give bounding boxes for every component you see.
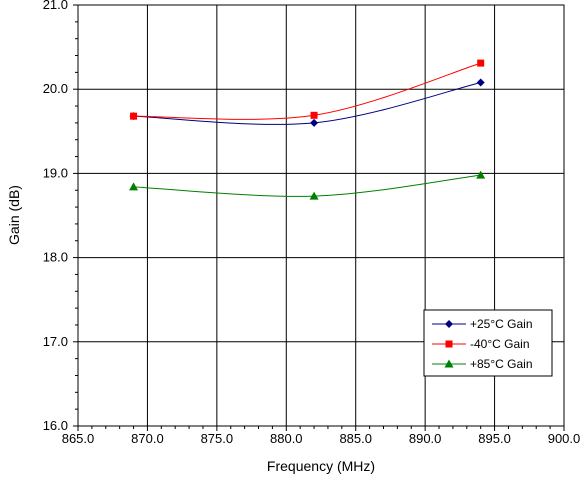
x-tick-label: 875.0: [201, 431, 234, 446]
legend-label: +25°C Gain: [470, 317, 533, 331]
y-tick-label: 19.0: [43, 165, 68, 180]
y-tick-label: 21.0: [43, 0, 68, 12]
x-tick-label: 895.0: [478, 431, 511, 446]
data-point: [310, 118, 319, 127]
y-axis-title: Gain (dB): [6, 185, 22, 245]
y-tick-label: 16.0: [43, 418, 68, 433]
series-layer: [129, 59, 486, 200]
legend-marker: [445, 340, 453, 348]
series-2: [130, 59, 485, 120]
x-axis-title: Frequency (MHz): [267, 458, 375, 474]
x-tick-label: 885.0: [339, 431, 372, 446]
x-tick-labels: 865.0 870.0 875.0 880.0 885.0 890.0 895.0 900.0: [62, 431, 581, 446]
data-point: [129, 182, 139, 191]
axis-ticks: [73, 4, 565, 431]
legend: +25°C Gain -40°C Gain +85°C Gain: [423, 309, 553, 377]
x-tick-label: 870.0: [131, 431, 164, 446]
data-point: [476, 78, 485, 87]
y-tick-label: 17.0: [43, 334, 68, 349]
legend-marker: [444, 359, 454, 368]
x-tick-label: 890.0: [409, 431, 442, 446]
legend-label: -40°C Gain: [470, 337, 530, 351]
x-tick-label: 865.0: [62, 431, 95, 446]
x-tick-label: 880.0: [270, 431, 303, 446]
legend-box: [423, 309, 553, 377]
data-point: [310, 111, 318, 119]
y-tick-label: 18.0: [43, 250, 68, 265]
x-tick-label: 900.0: [548, 431, 581, 446]
data-point: [130, 112, 138, 120]
legend-label: +85°C Gain: [470, 357, 533, 371]
data-point: [477, 59, 485, 67]
y-tick-label: 20.0: [43, 81, 68, 96]
data-point: [476, 170, 486, 179]
series-3: [129, 170, 486, 200]
legend-marker: [445, 320, 453, 328]
data-point: [309, 191, 319, 200]
y-tick-labels: 16.0 17.0 18.0 19.0 20.0 21.0: [43, 0, 68, 433]
